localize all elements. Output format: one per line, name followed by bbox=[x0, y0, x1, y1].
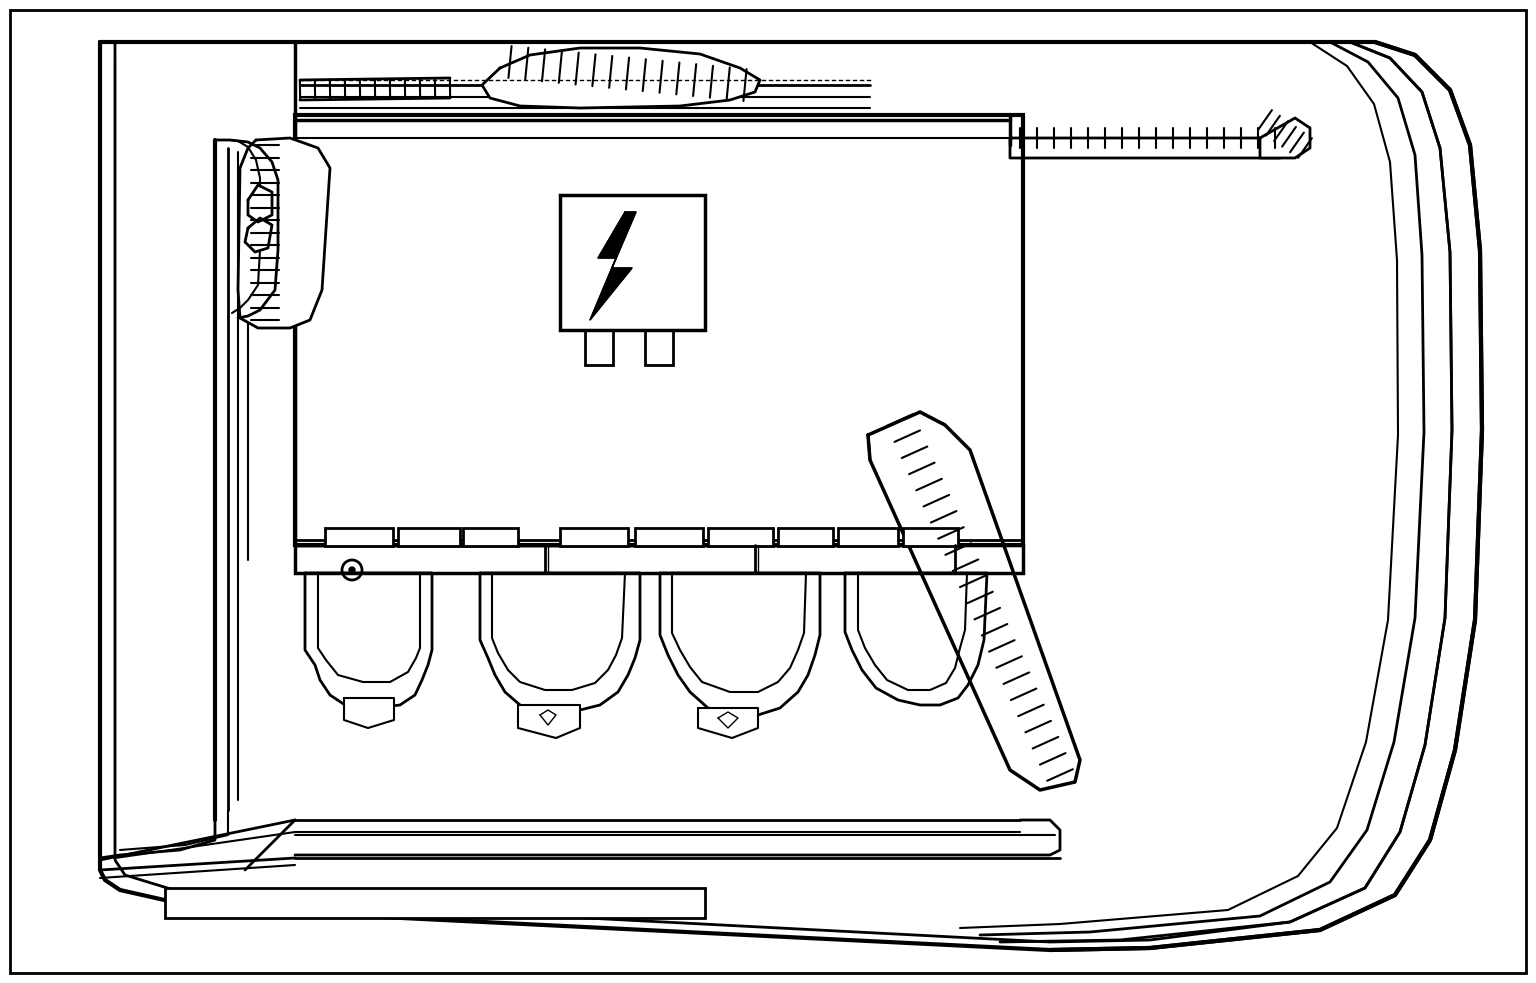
Bar bbox=[164, 888, 705, 918]
Bar bbox=[462, 528, 518, 546]
Polygon shape bbox=[1260, 118, 1310, 158]
Bar bbox=[779, 528, 833, 546]
Bar bbox=[326, 528, 393, 546]
Polygon shape bbox=[482, 48, 760, 108]
Polygon shape bbox=[518, 705, 581, 738]
Polygon shape bbox=[845, 573, 988, 705]
Bar bbox=[164, 888, 705, 918]
Bar bbox=[903, 528, 958, 546]
Bar bbox=[585, 330, 613, 365]
Bar bbox=[645, 330, 673, 365]
Bar bbox=[903, 528, 958, 546]
Bar bbox=[295, 545, 1023, 573]
Polygon shape bbox=[660, 573, 820, 715]
Bar bbox=[398, 528, 459, 546]
Polygon shape bbox=[344, 698, 395, 728]
Polygon shape bbox=[247, 185, 272, 222]
Polygon shape bbox=[306, 573, 432, 708]
Bar bbox=[561, 528, 628, 546]
Bar bbox=[585, 330, 613, 365]
Polygon shape bbox=[238, 138, 330, 328]
Bar bbox=[295, 115, 1023, 545]
Circle shape bbox=[349, 567, 355, 573]
Polygon shape bbox=[479, 573, 641, 712]
Bar bbox=[295, 115, 1023, 545]
Bar bbox=[561, 528, 628, 546]
Bar bbox=[779, 528, 833, 546]
Bar bbox=[839, 528, 899, 546]
Bar bbox=[839, 528, 899, 546]
Bar bbox=[326, 528, 393, 546]
Polygon shape bbox=[590, 212, 636, 320]
Bar bbox=[634, 528, 703, 546]
Bar bbox=[708, 528, 773, 546]
Bar bbox=[295, 545, 1023, 573]
Bar bbox=[634, 528, 703, 546]
Polygon shape bbox=[697, 708, 757, 738]
Bar bbox=[398, 528, 459, 546]
Bar bbox=[561, 195, 705, 330]
Bar bbox=[462, 528, 518, 546]
Bar bbox=[561, 195, 705, 330]
Polygon shape bbox=[868, 412, 1080, 790]
Polygon shape bbox=[246, 218, 272, 252]
Bar bbox=[645, 330, 673, 365]
Bar bbox=[708, 528, 773, 546]
Polygon shape bbox=[1011, 138, 1299, 158]
